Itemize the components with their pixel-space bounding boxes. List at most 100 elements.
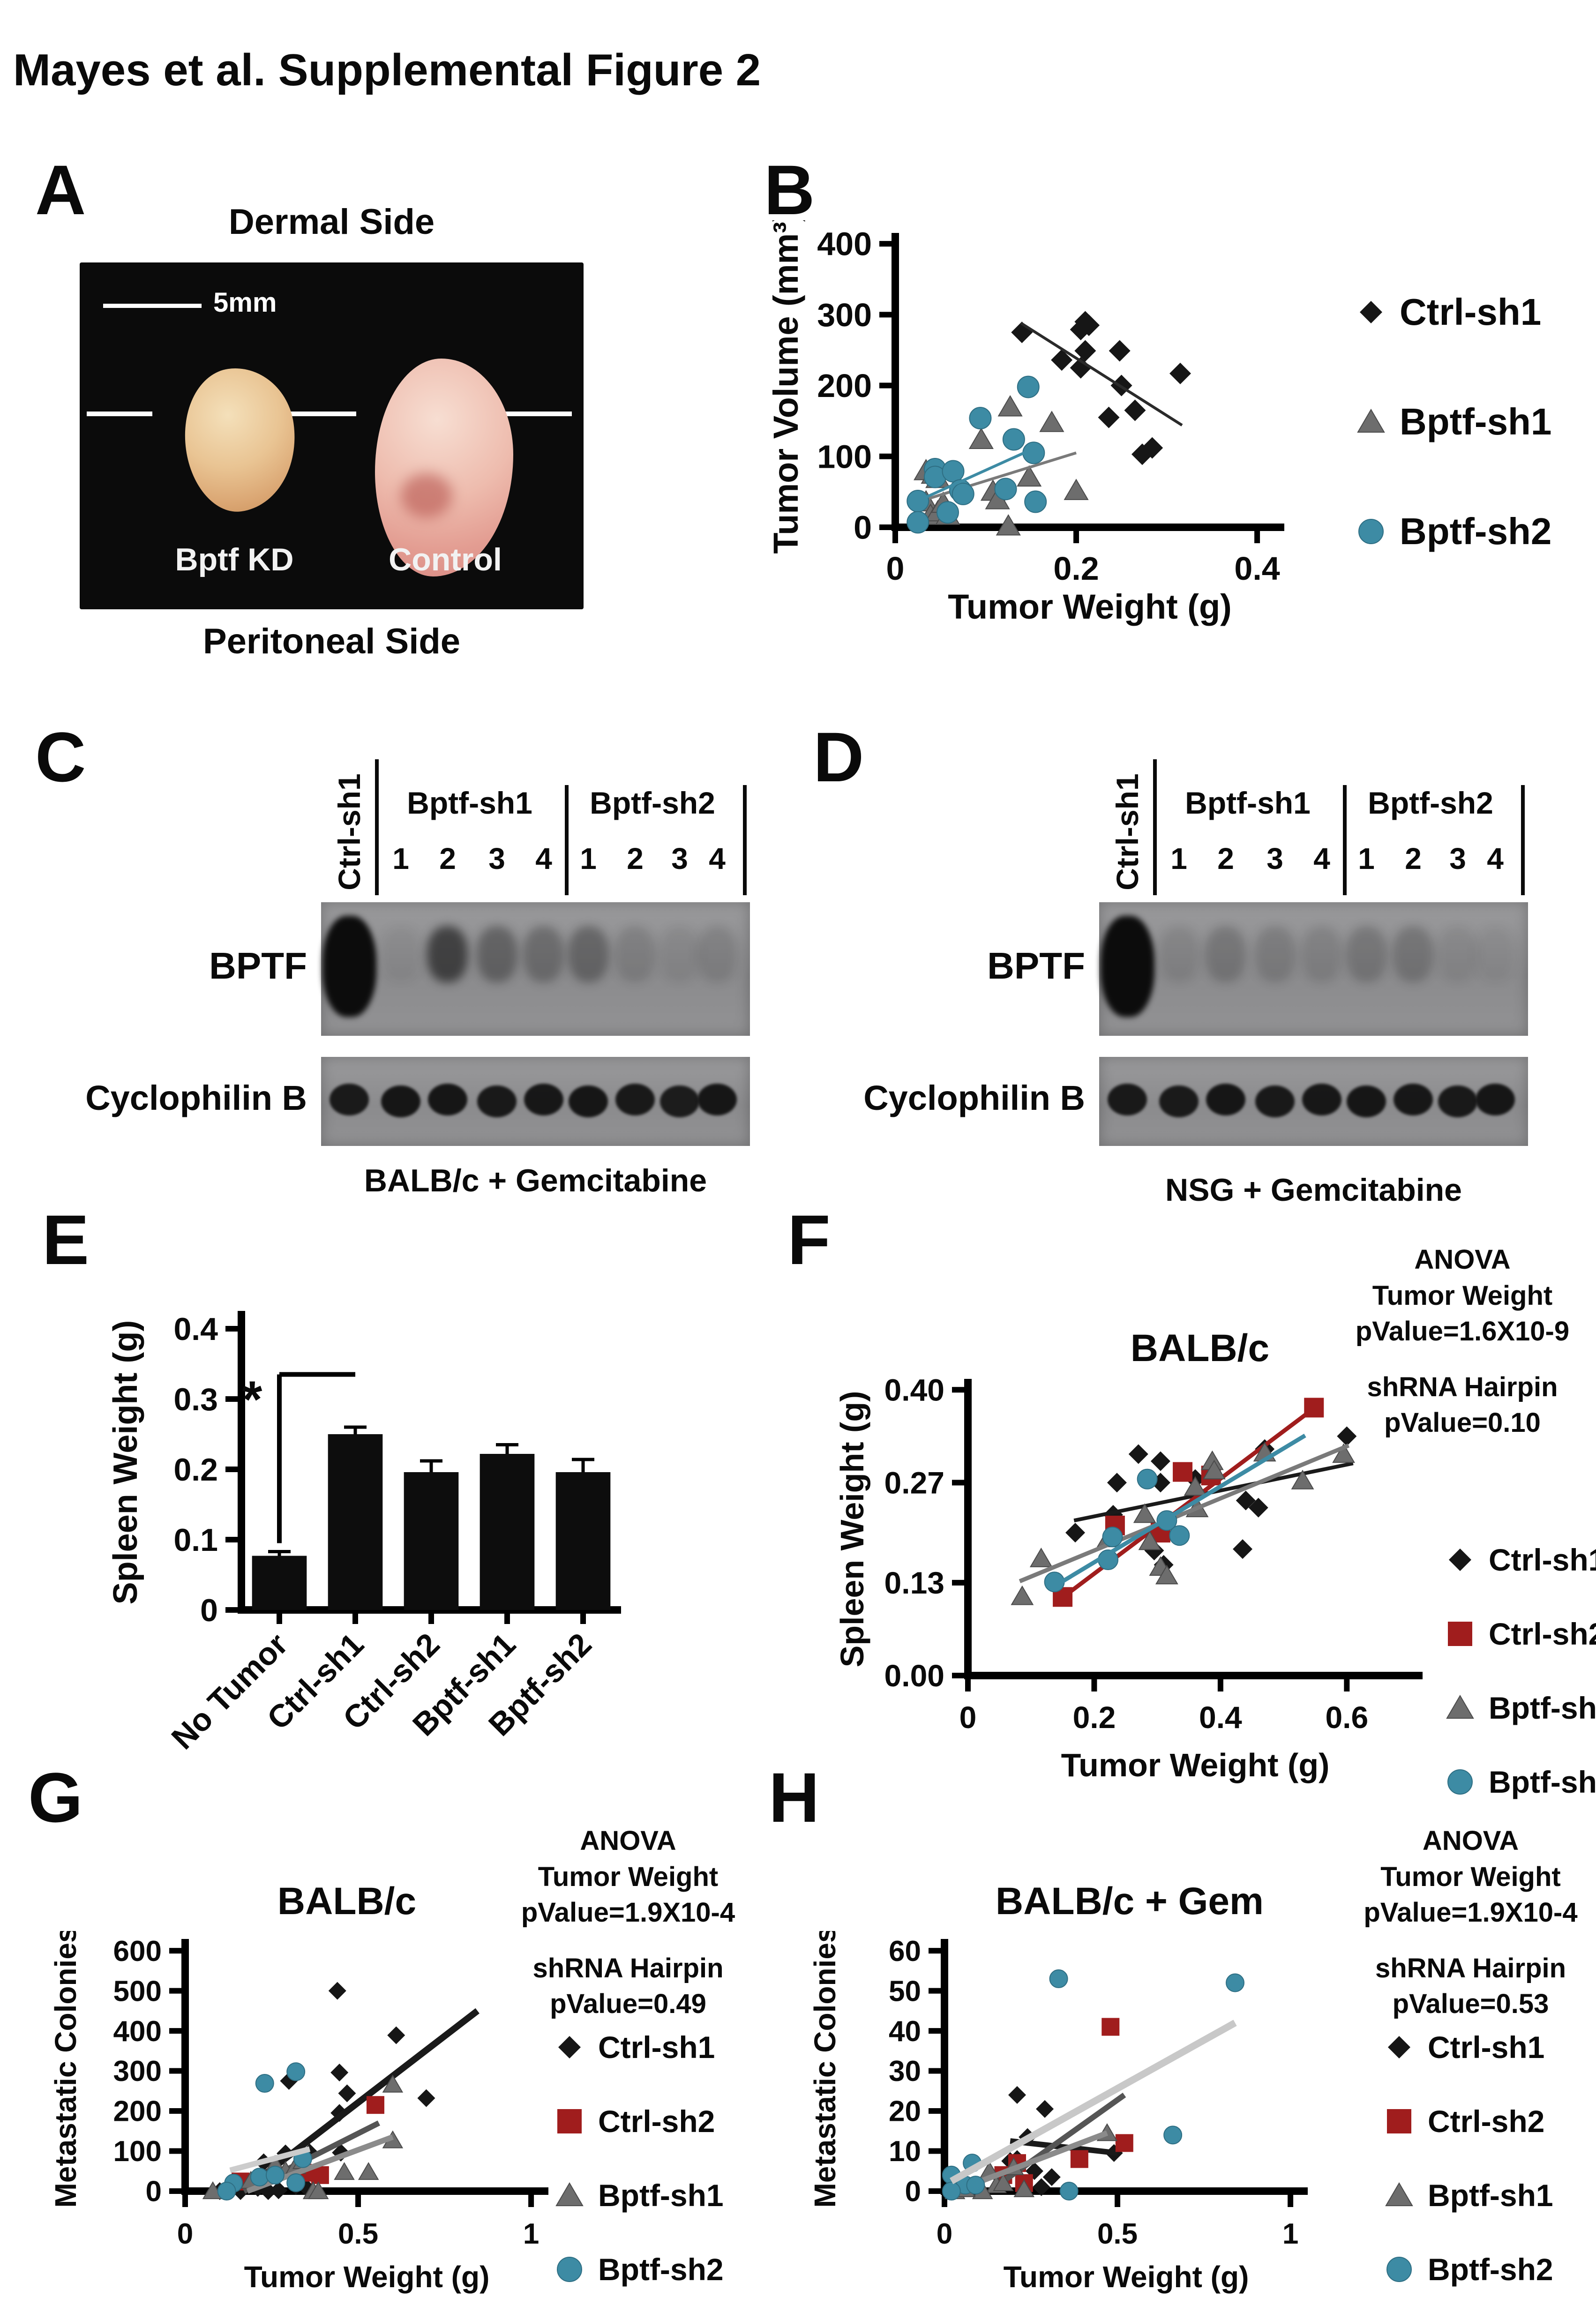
cyclophilin-band-lane-9 <box>697 1084 737 1116</box>
bar-bptf-sh1 <box>480 1454 535 1610</box>
bptf-band-lane-8 <box>659 926 700 982</box>
data-point <box>952 482 974 505</box>
panel-d-separator <box>1343 785 1347 895</box>
cyclophilin-band-lane-1 <box>330 1084 369 1116</box>
svg-text:0.2: 0.2 <box>173 1452 218 1488</box>
legend-label: Bptf-sh2 <box>1428 2252 1553 2287</box>
panel-g-chart: 0 0.5 1 0 100 200 300 400 500 600 Tumor Weight (g)… <box>47 1926 727 2304</box>
lane-number: 1 <box>1170 842 1187 876</box>
panel-h-letter: H <box>769 1758 820 1837</box>
svg-text:0: 0 <box>959 1700 977 1735</box>
anova-line: Tumor Weight <box>1380 1861 1561 1892</box>
svg-text:60: 60 <box>889 1935 921 1968</box>
svg-text:0.3: 0.3 <box>173 1382 218 1417</box>
panel-g-legend: Ctrl-sh1 Ctrl-sh2 Bptf-sh1 Bptf-sh2 <box>553 2029 724 2320</box>
data-point <box>1051 349 1073 371</box>
panel-h-chart: 0 0.5 1 0 10 20 30 40 50 60 Tumor Weight (g) Metast… <box>806 1926 1486 2304</box>
svg-text:600: 600 <box>113 1935 162 1968</box>
series-bptf-sh2 <box>217 2062 312 2200</box>
anova-line: pValue=0.53 <box>1392 1989 1549 2020</box>
legend-label: Bptf-sh2 <box>1489 1765 1596 1799</box>
panel-g-anova: ANOVA Tumor Weight pValue=1.9X10-4 shRNA… <box>478 1823 778 2022</box>
data-point <box>1332 1443 1356 1463</box>
data-point <box>907 490 929 513</box>
data-point <box>557 2109 582 2133</box>
data-point <box>1388 2036 1410 2058</box>
svg-text:0.4: 0.4 <box>1234 550 1280 587</box>
lane-number: 2 <box>1405 842 1422 876</box>
triangle-marker-icon <box>1385 2182 1413 2207</box>
data-point <box>334 2162 355 2180</box>
anova-line: ANOVA <box>1422 1826 1519 1856</box>
legend-item-bptf-sh2: Bptf-sh2 <box>1444 1764 1596 1800</box>
circle-marker-icon <box>1386 2257 1412 2282</box>
diamond-marker-icon <box>558 2036 581 2058</box>
trend-line-ctrl-sh1 <box>1020 322 1183 427</box>
cyclophilin-band-lane-5 <box>1302 1084 1341 1116</box>
svg-text:300: 300 <box>817 297 872 333</box>
tumor-vascular-patch <box>401 473 452 518</box>
panel-d-separator <box>1521 785 1525 895</box>
lane-number: 3 <box>671 842 688 876</box>
data-point <box>328 1982 346 2000</box>
data-point <box>1291 1469 1314 1489</box>
legend-item-ctrl-sh1: Ctrl-sh1 <box>1383 2029 1553 2065</box>
panel-c-cyclophilin-row-label: Cyclophilin B <box>85 1078 307 1117</box>
cyclophilin-band-lane-3 <box>1206 1084 1245 1116</box>
legend-item-ctrl-sh1: Ctrl-sh1 <box>553 2029 724 2065</box>
data-point <box>1064 479 1089 500</box>
panel-d-bptf-row-label: BPTF <box>987 945 1085 987</box>
data-point <box>1042 2168 1061 2186</box>
data-point <box>558 2036 581 2058</box>
triangle-marker-icon <box>1357 409 1385 433</box>
data-point <box>1137 1468 1158 1489</box>
svg-text:Tumor Weight (g): Tumor Weight (g) <box>1004 2260 1249 2294</box>
legend-label: Bptf-sh1 <box>1400 401 1552 442</box>
panel-c-group-bptf-sh2-label: Bptf-sh2 <box>590 786 715 820</box>
svg-text:0: 0 <box>200 1593 218 1628</box>
svg-text:0.13: 0.13 <box>884 1565 944 1600</box>
data-point <box>250 2168 269 2187</box>
data-point <box>259 2182 277 2200</box>
bptf-band-lane-8 <box>1437 926 1478 982</box>
data-point <box>1098 406 1120 428</box>
scale-bar-label: 5mm <box>213 287 277 318</box>
lane-number: 3 <box>488 842 505 876</box>
data-point <box>1233 1539 1253 1559</box>
anova-line: shRNA Hairpin <box>1375 1953 1566 1983</box>
panel-d-cyclophilin-row-label: Cyclophilin B <box>863 1078 1085 1117</box>
trend-line-bptf-sh1 <box>1019 1443 1350 1583</box>
trend-line-bptf-sh2 <box>920 445 1039 501</box>
cyclophilin-band-lane-5 <box>524 1084 563 1116</box>
data-point <box>1049 1969 1068 1988</box>
cyclophilin-band-lane-6 <box>568 1085 608 1118</box>
svg-text:0.27: 0.27 <box>884 1466 944 1500</box>
bptf-band-lane-5 <box>523 926 564 982</box>
cyclophilin-band-lane-2 <box>1159 1085 1199 1118</box>
svg-text:10: 10 <box>889 2135 921 2168</box>
panel-f-legend: Ctrl-sh1 Ctrl-sh2 Bptf-sh1 Bptf-sh2 <box>1444 1542 1596 1838</box>
anova-line: ANOVA <box>580 1826 676 1856</box>
data-point <box>1357 409 1385 433</box>
panel-d-cyclophilin-blot <box>1099 1057 1528 1146</box>
panel-c-separator <box>743 785 747 895</box>
cyclophilin-band-lane-4 <box>477 1085 517 1118</box>
svg-text:0.5: 0.5 <box>1097 2218 1138 2250</box>
data-point <box>330 2063 349 2081</box>
panel-a-dermal-label: Dermal Side <box>228 202 435 242</box>
svg-text:0.40: 0.40 <box>884 1372 944 1407</box>
legend-item-bptf-sh1: Bptf-sh1 <box>1355 400 1551 443</box>
legend-item-bptf-sh2: Bptf-sh2 <box>1355 510 1551 553</box>
data-point <box>217 2182 236 2200</box>
lane-number: 2 <box>627 842 644 876</box>
svg-text:0: 0 <box>146 2176 162 2208</box>
panel-b-letter: B <box>764 150 815 229</box>
legend-item-bptf-sh1: Bptf-sh1 <box>1383 2178 1553 2213</box>
data-point <box>966 2176 985 2195</box>
bptf-band-lane-4 <box>476 926 517 982</box>
data-point <box>366 2096 384 2114</box>
data-point <box>1446 1695 1474 1719</box>
data-point <box>1150 1473 1170 1493</box>
data-point <box>1102 1527 1123 1548</box>
